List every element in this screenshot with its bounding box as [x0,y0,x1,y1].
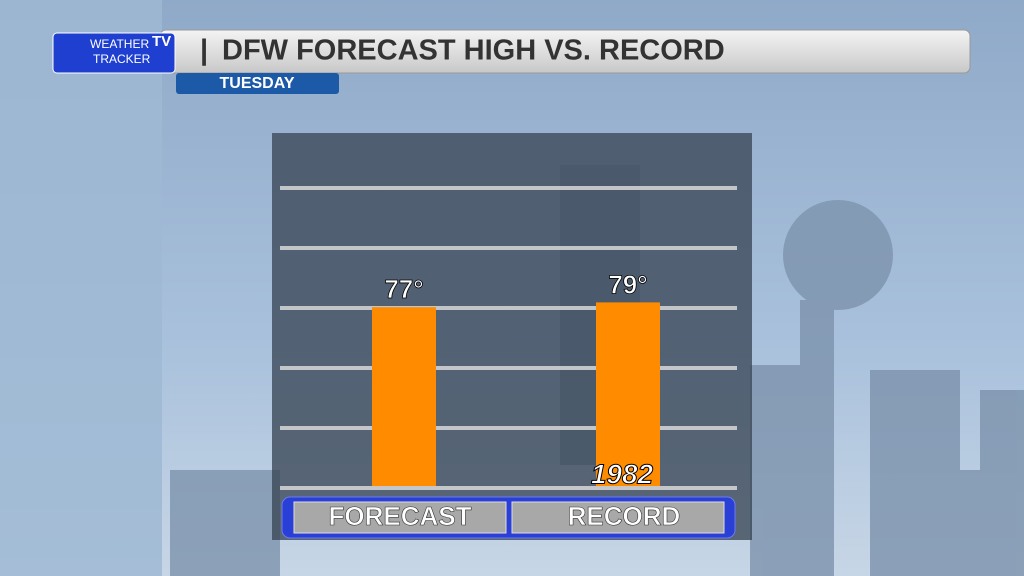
x-tick-label: RECORD [568,501,681,531]
subtitle-tab [176,73,339,94]
bar [372,307,436,486]
logo-text: WEATHER [90,37,149,51]
chart-title: DFW FORECAST HIGH VS. RECORD [222,35,725,67]
chart-panel [272,133,752,540]
value-label: 79° [608,269,647,299]
annotation: 1982 [591,458,654,489]
category-button [511,501,725,534]
x-tick-label: FORECAST [329,501,472,531]
category-button [293,501,507,534]
chart-subtitle: TUESDAY [220,75,295,92]
bar [596,302,660,486]
logo-text: TRACKER [93,52,151,66]
title-divider: | [200,35,208,67]
value-label: 77° [384,274,423,304]
side-panel [0,0,162,576]
logo-badge: TV [152,33,171,50]
logo [52,32,176,74]
